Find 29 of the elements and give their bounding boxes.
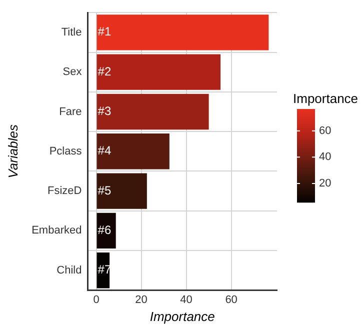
bar: [96, 212, 116, 249]
x-tick-label: 20: [135, 294, 148, 306]
bar: [96, 54, 221, 90]
x-axis-title: Importance: [150, 308, 215, 324]
x-tick-label: 40: [180, 294, 192, 306]
bar: [96, 173, 147, 209]
bar: [96, 134, 170, 170]
annotation: #4: [98, 144, 112, 158]
x-tick-label: 0: [93, 294, 100, 306]
y-axis-title: Variables: [5, 124, 20, 178]
annotation: #1: [98, 24, 112, 39]
annotation: #5: [98, 183, 112, 198]
y-tick-label: Child: [56, 264, 82, 276]
color-bar-title: Importance: [293, 91, 358, 106]
annotation: #3: [98, 104, 112, 118]
y-tick-label: Sex: [62, 66, 82, 78]
y-tick-label: Embarked: [32, 224, 82, 237]
annotation: #2: [98, 64, 112, 78]
bar: [96, 14, 269, 50]
bar: [96, 94, 209, 130]
color-bar-label: 60: [319, 124, 332, 137]
x-tick-label: 60: [225, 294, 238, 306]
color-bar-label: 20: [319, 177, 332, 190]
color-bar-label: 40: [319, 151, 332, 164]
y-tick-label: Fare: [59, 106, 82, 118]
annotation: #6: [98, 223, 112, 238]
y-tick-label: Pclass: [49, 145, 82, 158]
y-tick-label: Title: [61, 26, 82, 38]
y-tick-label: FsizeD: [48, 185, 82, 198]
